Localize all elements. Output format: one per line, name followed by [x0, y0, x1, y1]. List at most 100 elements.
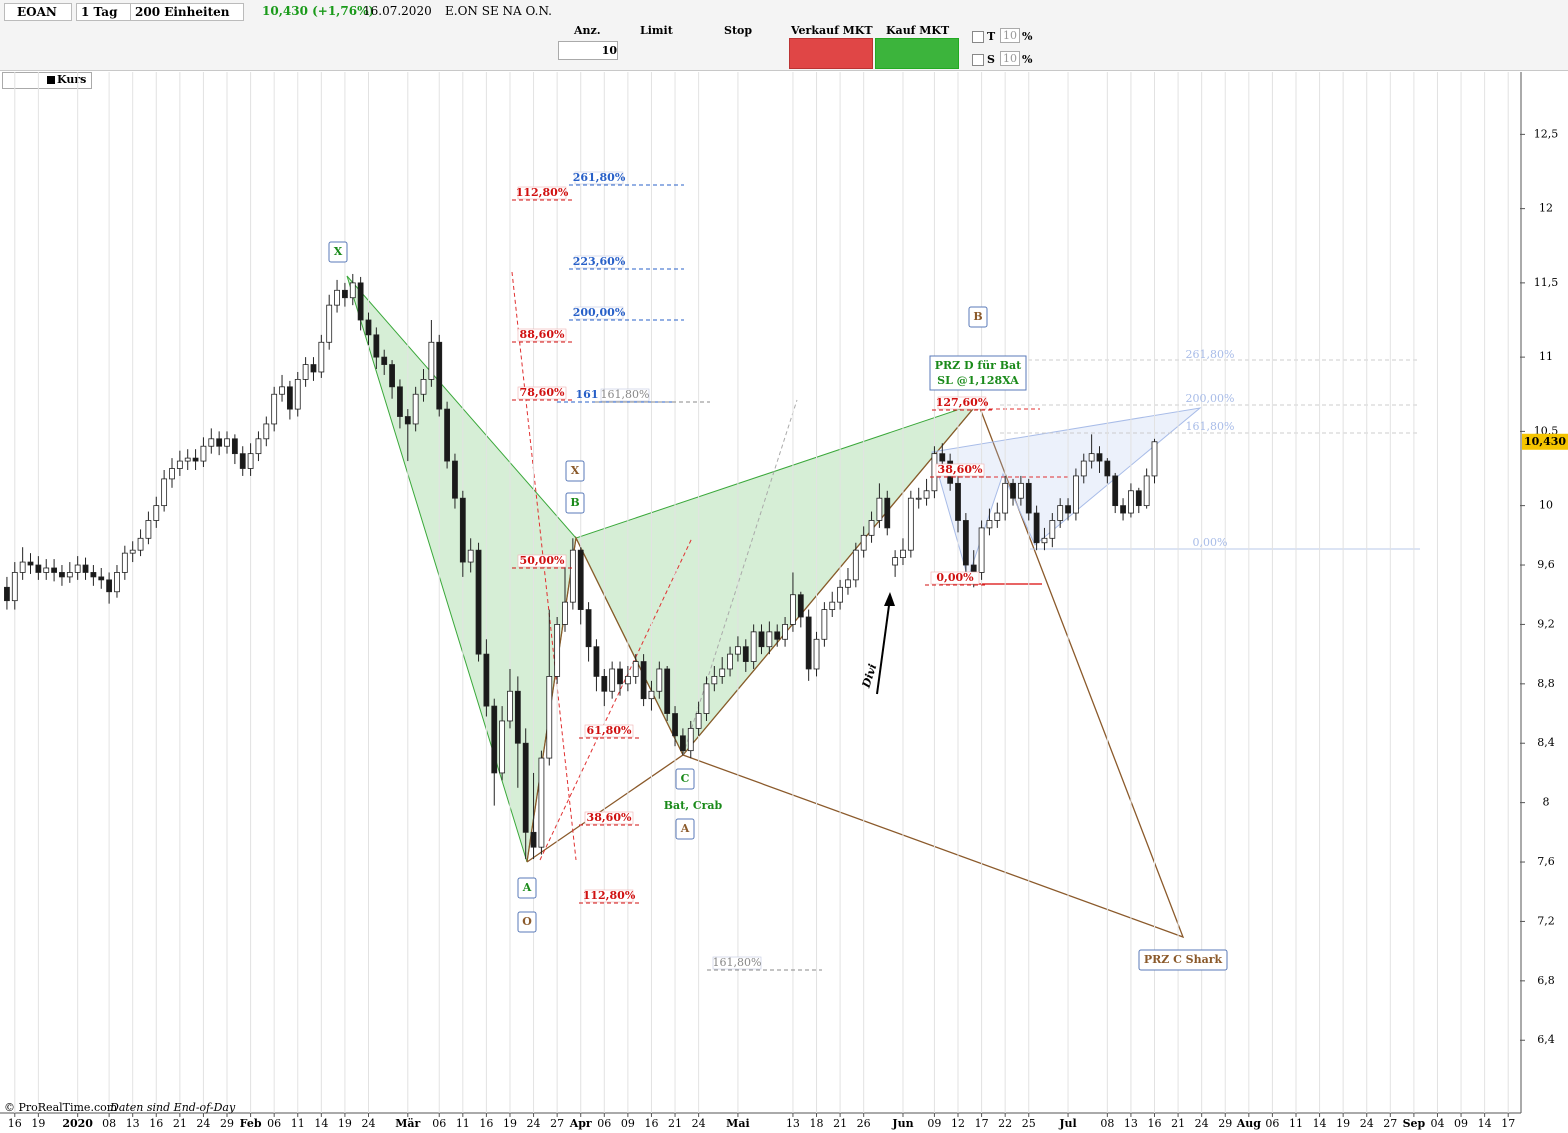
symbol-select[interactable]: EOAN — [4, 3, 72, 21]
sell-label: Verkauf MKT — [791, 24, 873, 37]
candle-body — [1057, 505, 1064, 521]
candle-body — [1088, 453, 1095, 462]
candle-body — [192, 457, 199, 462]
candle-body — [82, 564, 89, 573]
fib-label: 38,60% — [587, 811, 632, 824]
candle-body — [735, 646, 741, 655]
candle-body — [554, 624, 561, 677]
candle-body — [318, 341, 325, 373]
candle-body — [334, 289, 340, 306]
candle-body — [538, 757, 545, 848]
last-price-box — [1522, 433, 1568, 450]
buy-label: Kauf MKT — [886, 24, 950, 37]
candle-body — [452, 460, 458, 499]
x-tick-label: 19 — [31, 1117, 45, 1130]
x-tick-label: 11 — [1289, 1117, 1303, 1130]
t-pct-sign: % — [1022, 30, 1033, 43]
fib-label-box — [935, 463, 985, 477]
x-tick-label: 19 — [338, 1117, 352, 1130]
candle-body — [161, 478, 168, 507]
candle-body — [994, 512, 1001, 521]
candle-body — [507, 690, 513, 722]
x-tick-label: 14 — [1313, 1117, 1327, 1130]
pattern-blue — [931, 407, 1202, 580]
legend: Kurs — [2, 72, 92, 89]
annotation-box — [517, 911, 537, 933]
candle-body — [900, 549, 906, 559]
candle-body — [11, 572, 18, 602]
divi-arrow — [876, 597, 891, 695]
candle-body — [381, 356, 388, 365]
x-tick-label: Aug — [1236, 1117, 1262, 1130]
interval-select[interactable]: 1 Tag — [76, 3, 133, 21]
candle-body — [978, 527, 985, 573]
candle-body — [412, 393, 419, 425]
x-tick-label: 14 — [1478, 1117, 1492, 1130]
fib-label: 161 — [576, 388, 599, 401]
y-tick-label: 9,2 — [1537, 617, 1555, 630]
candle-body — [727, 653, 733, 670]
fib-label-box — [584, 724, 634, 738]
x-tick-label: 17 — [975, 1117, 989, 1130]
candle-body — [1151, 441, 1158, 477]
x-tick-label: 25 — [1022, 1117, 1036, 1130]
candle-body — [892, 557, 899, 566]
x-tick-label: 2020 — [62, 1117, 93, 1130]
candle-body — [829, 601, 836, 610]
candle-body — [43, 567, 50, 573]
y-tick-label: 8 — [1543, 796, 1550, 809]
x-tick-label: 24 — [527, 1117, 541, 1130]
candle-body — [1049, 520, 1056, 539]
data-note: Daten sind End-of-Day — [110, 1101, 236, 1114]
x-tick-label: Jul — [1058, 1117, 1076, 1130]
x-tick-label: 18 — [810, 1117, 824, 1130]
candle-body — [483, 653, 490, 707]
candle-body — [1096, 453, 1103, 462]
annotation-box — [929, 355, 1027, 391]
fib-label-box — [574, 255, 624, 269]
candle-body — [224, 438, 230, 447]
x-tick-label: Mai — [726, 1117, 749, 1130]
candle-body — [231, 438, 238, 455]
s-checkbox[interactable] — [972, 54, 984, 66]
qty-input[interactable]: 10 — [558, 41, 618, 60]
fib-label: 127,60% — [936, 396, 989, 409]
t-checkbox[interactable] — [972, 31, 984, 43]
candle-body — [428, 341, 435, 380]
candle-body — [1112, 475, 1119, 507]
candle-body — [59, 572, 65, 578]
x-tick-label: 16 — [8, 1117, 22, 1130]
annotation-box — [675, 768, 695, 790]
candle-body — [1017, 482, 1024, 499]
candle-body — [640, 661, 647, 700]
candle-body — [687, 727, 694, 752]
candle-body — [4, 586, 10, 602]
candle-body — [35, 564, 42, 573]
candle-body — [703, 683, 710, 714]
limit-label: Limit — [640, 24, 673, 37]
last-price-label: 10,430 — [1524, 435, 1566, 448]
candle-body — [420, 378, 427, 395]
candle-body — [845, 579, 851, 588]
t-pct-input[interactable]: 10 — [1000, 28, 1020, 43]
candle-body — [805, 616, 812, 670]
candle-body — [106, 579, 113, 593]
candle-body — [962, 520, 969, 566]
candle-body — [145, 520, 152, 539]
sell-button[interactable] — [789, 38, 873, 69]
x-tick-label: 16 — [479, 1117, 493, 1130]
candle-body — [263, 423, 270, 440]
candle-body — [1025, 482, 1032, 514]
fib-label-box — [930, 571, 980, 585]
annotation-box — [968, 306, 988, 328]
units-select[interactable]: 200 Einheiten — [130, 3, 245, 21]
candle-body — [271, 393, 278, 425]
s-label: S — [987, 53, 995, 66]
candle-body — [774, 631, 781, 640]
buy-button[interactable] — [875, 38, 959, 69]
candle-body — [837, 586, 844, 603]
candle-body — [884, 497, 891, 529]
x-tick-label: 16 — [644, 1117, 658, 1130]
s-pct-input[interactable]: 10 — [1000, 51, 1020, 66]
